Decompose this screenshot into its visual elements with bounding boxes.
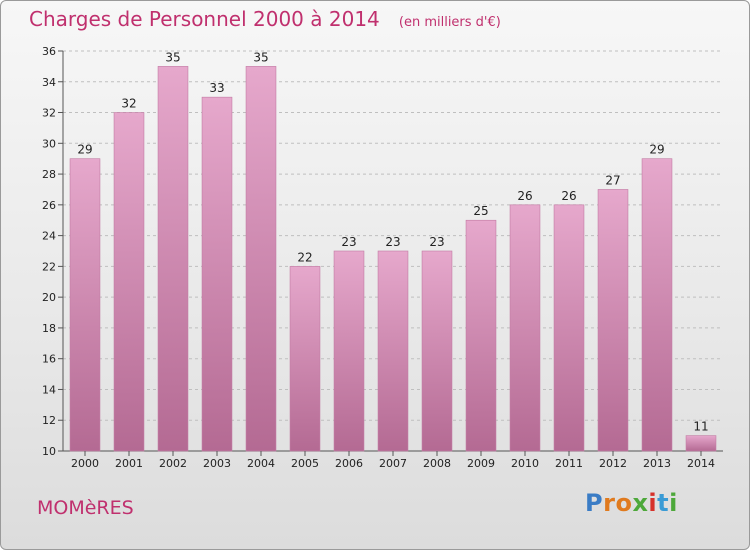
x-tick-label: 2005 <box>291 457 319 470</box>
logo-letter: t <box>657 489 670 517</box>
x-tick-label: 2008 <box>423 457 451 470</box>
logo-letter: P <box>585 489 604 517</box>
bar <box>465 219 497 452</box>
bar-value-label: 26 <box>561 189 576 203</box>
bar <box>377 250 409 452</box>
x-tick-label: 2006 <box>335 457 363 470</box>
logo-letter: o <box>615 489 633 517</box>
y-tick-label: 32 <box>42 107 56 120</box>
y-tick-label: 20 <box>42 291 56 304</box>
x-tick-label: 2012 <box>599 457 627 470</box>
chart-subtitle: (en milliers d'€) <box>398 15 501 30</box>
x-tick-label: 2002 <box>159 457 187 470</box>
y-tick-label: 12 <box>42 414 56 427</box>
bar-value-label: 22 <box>297 250 312 264</box>
bar-value-label: 23 <box>385 235 400 249</box>
bar <box>597 189 629 452</box>
y-tick-label: 22 <box>42 260 56 273</box>
logo-letter: x <box>632 489 649 517</box>
bar-value-label: 11 <box>693 420 708 434</box>
bar-value-label: 35 <box>253 50 268 64</box>
logo-letter: i <box>648 489 658 517</box>
bar-value-label: 35 <box>165 50 180 64</box>
bar-value-label: 25 <box>473 204 488 218</box>
x-tick-label: 2000 <box>71 457 99 470</box>
x-tick-label: 2013 <box>643 457 671 470</box>
x-tick-label: 2007 <box>379 457 407 470</box>
y-tick-label: 24 <box>42 230 56 243</box>
x-tick-label: 2001 <box>115 457 143 470</box>
commune-name: MOMèRES <box>37 497 134 519</box>
bar <box>69 158 101 452</box>
bar <box>509 204 541 452</box>
bar-value-label: 23 <box>341 235 356 249</box>
bar <box>201 96 233 452</box>
bar-value-label: 33 <box>209 81 224 95</box>
proxiti-logo: Proxiti <box>585 489 678 517</box>
y-tick-label: 16 <box>42 353 56 366</box>
bar <box>245 66 277 452</box>
x-tick-label: 2009 <box>467 457 495 470</box>
y-tick-label: 28 <box>42 168 56 181</box>
y-tick-label: 26 <box>42 199 56 212</box>
bar-value-label: 29 <box>77 143 92 157</box>
y-tick-label: 34 <box>42 76 56 89</box>
x-tick-label: 2010 <box>511 457 539 470</box>
x-tick-label: 2004 <box>247 457 275 470</box>
bar <box>685 435 717 452</box>
x-tick-label: 2014 <box>687 457 715 470</box>
bar <box>333 250 365 452</box>
bar <box>421 250 453 452</box>
chart-title-block: Charges de Personnel 2000 à 2014 (en mil… <box>29 7 501 31</box>
x-tick-label: 2011 <box>555 457 583 470</box>
bar <box>641 158 673 452</box>
y-tick-label: 36 <box>42 45 56 58</box>
logo-letter: r <box>603 489 616 517</box>
bar-value-label: 26 <box>517 189 532 203</box>
y-tick-label: 30 <box>42 137 56 150</box>
bar-value-label: 27 <box>605 173 620 187</box>
y-tick-label: 14 <box>42 383 56 396</box>
y-tick-label: 10 <box>42 445 56 458</box>
logo-letter: i <box>669 489 678 517</box>
chart-title: Charges de Personnel 2000 à 2014 <box>29 7 380 31</box>
x-tick-label: 2003 <box>203 457 231 470</box>
bar <box>553 204 585 452</box>
bar-value-label: 32 <box>121 97 136 111</box>
bar <box>157 66 189 452</box>
bar <box>113 112 145 452</box>
bar <box>289 266 321 452</box>
bar-value-label: 29 <box>649 143 664 157</box>
y-tick-label: 18 <box>42 322 56 335</box>
bar-value-label: 23 <box>429 235 444 249</box>
